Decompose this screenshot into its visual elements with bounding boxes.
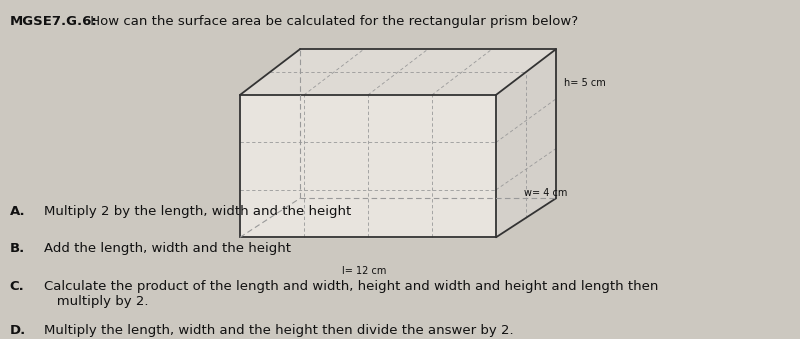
Text: h= 5 cm: h= 5 cm — [564, 78, 606, 88]
Text: D.: D. — [10, 324, 26, 337]
Text: MGSE7.G.6:: MGSE7.G.6: — [10, 15, 98, 28]
Text: Multiply 2 by the length, width and the height: Multiply 2 by the length, width and the … — [44, 205, 351, 218]
Text: l= 12 cm: l= 12 cm — [342, 266, 386, 276]
Text: A.: A. — [10, 205, 26, 218]
Text: C.: C. — [10, 280, 24, 293]
Text: Multiply the length, width and the height then divide the answer by 2.: Multiply the length, width and the heigh… — [44, 324, 514, 337]
Text: Add the length, width and the height: Add the length, width and the height — [44, 242, 291, 255]
Text: How can the surface area be calculated for the rectangular prism below?: How can the surface area be calculated f… — [86, 15, 578, 28]
Polygon shape — [240, 95, 496, 237]
Text: B.: B. — [10, 242, 25, 255]
Polygon shape — [496, 49, 556, 237]
Text: w= 4 cm: w= 4 cm — [524, 188, 567, 198]
Polygon shape — [240, 49, 556, 95]
Text: Calculate the product of the length and width, height and width and height and l: Calculate the product of the length and … — [44, 280, 658, 308]
